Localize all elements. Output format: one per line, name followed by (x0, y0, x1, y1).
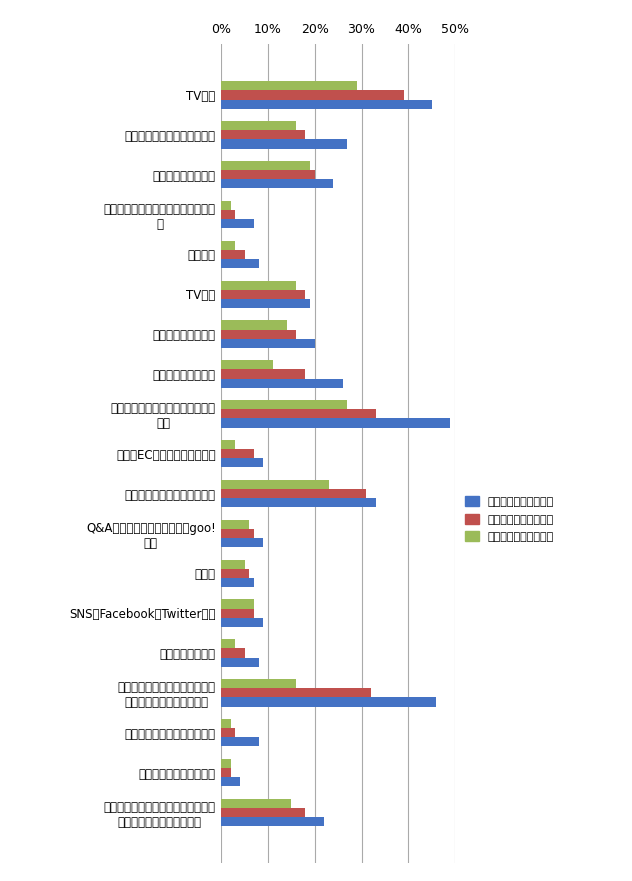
Bar (221, 657, 258, 667)
Bar (221, 538, 264, 547)
Bar (221, 458, 264, 468)
Bar (221, 759, 231, 768)
Bar (221, 299, 310, 308)
Bar (221, 817, 324, 826)
Bar (221, 520, 249, 529)
Bar (221, 529, 254, 538)
Bar (221, 139, 348, 149)
Bar (221, 360, 272, 369)
Bar (221, 737, 258, 746)
Bar (221, 418, 451, 427)
Bar (221, 122, 296, 130)
Bar (221, 559, 245, 569)
Bar (221, 100, 432, 108)
Bar (221, 768, 231, 777)
Bar (221, 290, 305, 299)
Bar (221, 498, 375, 507)
Bar (221, 808, 305, 817)
Bar (221, 440, 235, 449)
Bar (221, 480, 329, 489)
Bar (221, 170, 315, 180)
Bar (221, 210, 235, 219)
Bar (221, 338, 315, 348)
Bar (221, 618, 264, 627)
Bar (221, 329, 296, 338)
Bar (221, 679, 296, 688)
Bar (221, 400, 348, 410)
Bar (221, 799, 291, 808)
Bar (221, 698, 436, 707)
Bar (221, 728, 235, 737)
Bar (221, 81, 357, 91)
Bar (221, 578, 254, 587)
Bar (221, 379, 343, 388)
Bar (221, 489, 366, 498)
Bar (221, 250, 245, 259)
Bar (221, 777, 240, 786)
Bar (221, 640, 235, 648)
Bar (221, 648, 245, 657)
Bar (221, 219, 254, 228)
Bar (221, 410, 375, 418)
Bar (221, 259, 258, 268)
Bar (221, 321, 287, 329)
Bar (221, 280, 296, 290)
Bar (221, 91, 404, 100)
Bar (221, 569, 249, 578)
Legend: ブランド重視度「大」, ブランド重視度「中」, ブランド重視度「小」: ブランド重視度「大」, ブランド重視度「中」, ブランド重視度「小」 (465, 496, 554, 542)
Bar (221, 719, 231, 728)
Bar (221, 599, 254, 609)
Bar (221, 688, 371, 698)
Bar (221, 161, 310, 170)
Bar (221, 241, 235, 250)
Bar (221, 130, 305, 139)
Bar (221, 449, 254, 458)
Bar (221, 180, 334, 189)
Bar (221, 369, 305, 379)
Bar (221, 609, 254, 618)
Bar (221, 201, 231, 210)
